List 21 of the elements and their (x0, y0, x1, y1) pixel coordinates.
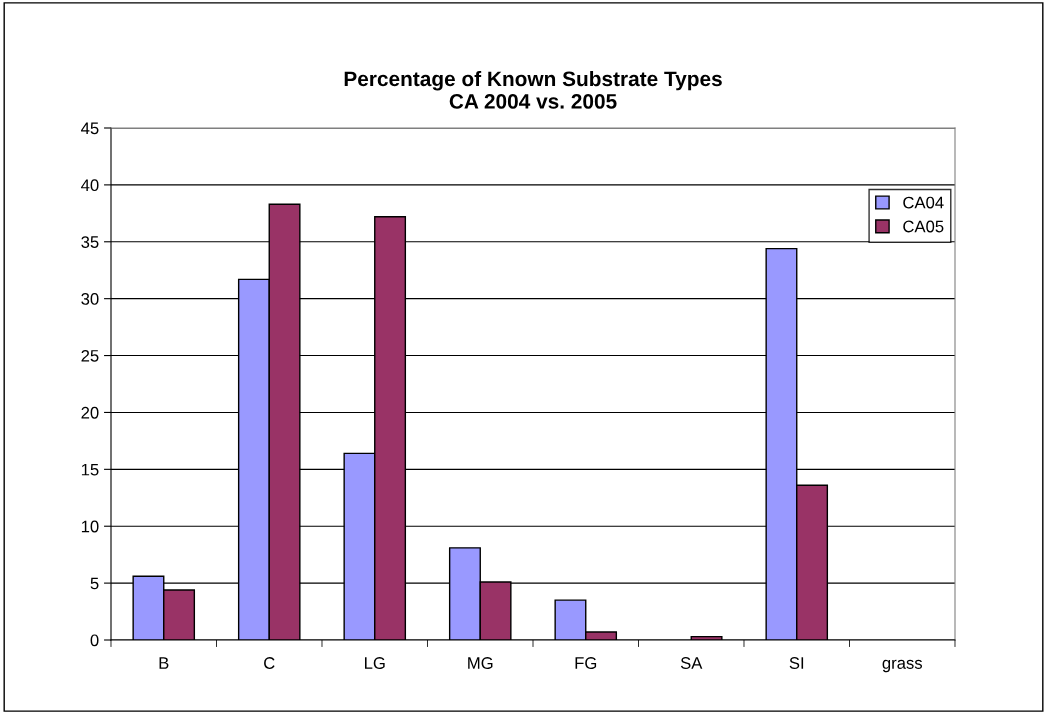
y-tick-label: 45 (81, 122, 99, 135)
x-tick-label: C (264, 657, 275, 669)
y-tick-label: 15 (81, 463, 99, 476)
legend-label: CA04 (903, 196, 944, 209)
x-tick-label: FG (575, 657, 597, 669)
chart-title: Percentage of Known Substrate Types CA 2004 vs. 2005 (344, 70, 722, 109)
x-tick-label: LG (365, 657, 385, 669)
y-tick-label: 20 (81, 406, 99, 419)
y-tick-label: 0 (90, 634, 99, 647)
x-tick-label: SA (680, 657, 703, 669)
y-tick-label: 5 (90, 577, 99, 590)
y-tick-label: 25 (81, 349, 99, 362)
y-tick-label: 10 (81, 520, 99, 533)
legend-label: CA05 (903, 220, 944, 233)
x-tick-label: SI (789, 657, 804, 669)
x-tick-label: MG (468, 657, 493, 669)
x-tick-label: grass (882, 659, 923, 673)
y-tick-label: 35 (81, 236, 99, 248)
y-tick-label: 40 (81, 179, 99, 192)
y-tick-label: 30 (81, 293, 99, 305)
x-tick-label: B (159, 657, 169, 669)
